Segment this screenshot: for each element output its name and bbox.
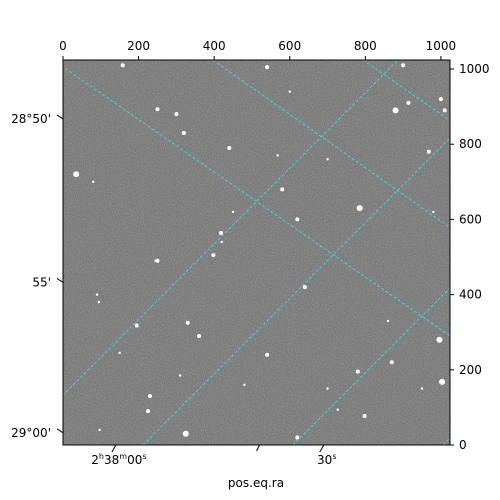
- star: [432, 210, 435, 214]
- star: [185, 320, 190, 325]
- star: [197, 333, 202, 338]
- star: [243, 383, 246, 387]
- star: [155, 258, 160, 263]
- star: [436, 336, 443, 343]
- star-layer: [73, 63, 447, 440]
- star: [178, 374, 182, 377]
- ra-tick-label: 30s: [317, 452, 336, 467]
- star: [265, 65, 270, 70]
- star: [98, 428, 101, 432]
- star: [392, 107, 399, 114]
- star: [97, 300, 101, 304]
- dec-tick: [56, 114, 64, 120]
- star: [326, 387, 329, 390]
- star: [92, 180, 95, 184]
- star: [231, 210, 235, 214]
- right-tick-label: 200: [459, 363, 482, 377]
- star: [182, 430, 189, 437]
- star: [276, 154, 279, 157]
- star: [355, 369, 360, 374]
- image-noise: [63, 60, 450, 445]
- image-area: [62, 59, 451, 446]
- right-tick-label: 0: [459, 438, 467, 452]
- top-tick-label: 1000: [426, 39, 457, 53]
- top-tick-label: 0: [59, 39, 67, 53]
- star: [302, 285, 307, 290]
- star: [420, 387, 424, 390]
- right-tick-label: 600: [459, 212, 482, 226]
- ra-tick: [111, 444, 117, 453]
- star: [120, 63, 125, 68]
- star: [288, 90, 291, 93]
- star: [438, 97, 443, 102]
- star: [227, 145, 232, 150]
- star: [174, 112, 179, 117]
- dec-grid-line: [142, 137, 450, 445]
- star: [362, 414, 367, 419]
- star: [95, 293, 99, 296]
- ra-axis: 2h38m00s 30s: [91, 444, 336, 467]
- star: [401, 63, 406, 68]
- star: [146, 409, 151, 414]
- star: [426, 149, 431, 154]
- star: [220, 240, 223, 244]
- star: [295, 435, 300, 440]
- top-pixel-axis: 0 200 400 600 800 1000: [59, 39, 456, 60]
- star: [336, 408, 339, 411]
- star: [389, 360, 394, 365]
- plot-frame: [62, 59, 451, 446]
- ra-tick: [319, 444, 325, 453]
- ra-tick-label: 2h38m00s: [91, 452, 146, 467]
- right-tick-label: 1000: [459, 62, 490, 76]
- star: [280, 187, 285, 192]
- star: [73, 171, 80, 178]
- star: [211, 253, 216, 258]
- top-tick-label: 600: [278, 39, 301, 53]
- star: [326, 158, 329, 161]
- right-tick-label: 400: [459, 288, 482, 302]
- x-axis-label: pos.eq.ra: [228, 476, 284, 490]
- dec-grid-line: [63, 60, 399, 396]
- star: [295, 217, 300, 222]
- right-pixel-axis: 0 200 400 600 800 1000: [450, 62, 490, 452]
- star: [218, 230, 223, 235]
- dec-tick: [56, 278, 64, 283]
- ra-grid-line: [212, 60, 450, 229]
- dec-tick-label: 55': [32, 275, 51, 289]
- dec-tick-label: 29°00': [11, 426, 51, 440]
- star: [118, 351, 121, 355]
- coordinate-grid: [63, 60, 450, 445]
- top-tick-label: 800: [354, 39, 377, 53]
- star: [134, 323, 139, 328]
- star: [439, 378, 446, 385]
- dec-tick-label: 28°50': [11, 112, 51, 126]
- star: [386, 319, 390, 323]
- top-tick-label: 400: [203, 39, 226, 53]
- star: [406, 100, 411, 105]
- ra-minor-tick: [256, 444, 260, 452]
- star: [181, 130, 186, 135]
- star: [265, 352, 270, 357]
- star: [154, 259, 157, 262]
- star: [147, 394, 152, 399]
- star: [155, 107, 160, 112]
- dec-tick: [56, 428, 64, 434]
- star: [442, 108, 447, 113]
- right-tick-label: 800: [459, 137, 482, 151]
- star: [356, 205, 363, 212]
- dec-axis: 28°50' 55' 29°00': [11, 112, 64, 440]
- top-tick-label: 200: [127, 39, 150, 53]
